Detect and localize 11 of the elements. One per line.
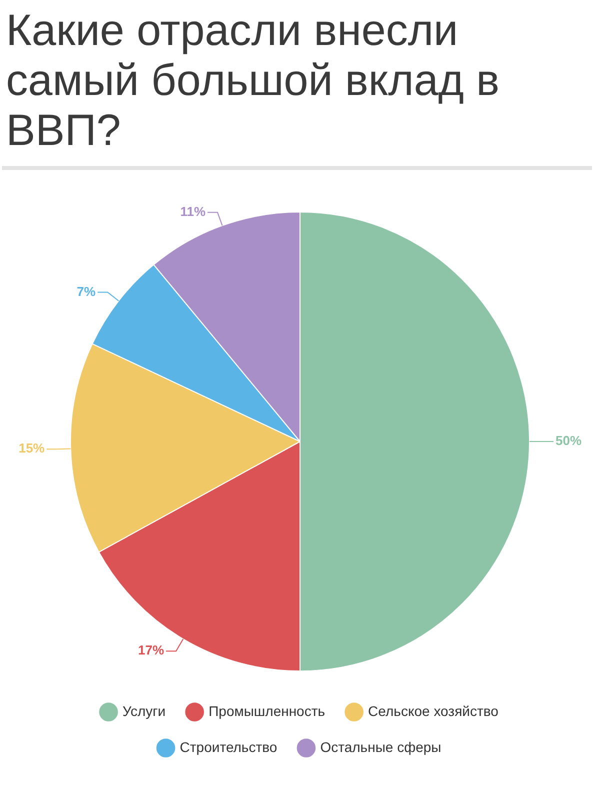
data-label: 15% [18,440,46,456]
legend-label: Строительство [180,738,278,755]
legend-label: Сельское хозяйство [368,702,499,719]
data-label: 11% [180,204,206,219]
data-label: 50% [556,433,582,448]
legend-label: Остальные сферы [320,738,442,755]
data-label: 17% [138,642,164,658]
data-label: 7% [76,284,96,299]
chart-title: Какие отрасли внесли самый большой вклад в ВВП? [5,5,501,156]
legend-label: Промышленность [208,702,326,719]
legend-label: Услуги [122,702,166,719]
